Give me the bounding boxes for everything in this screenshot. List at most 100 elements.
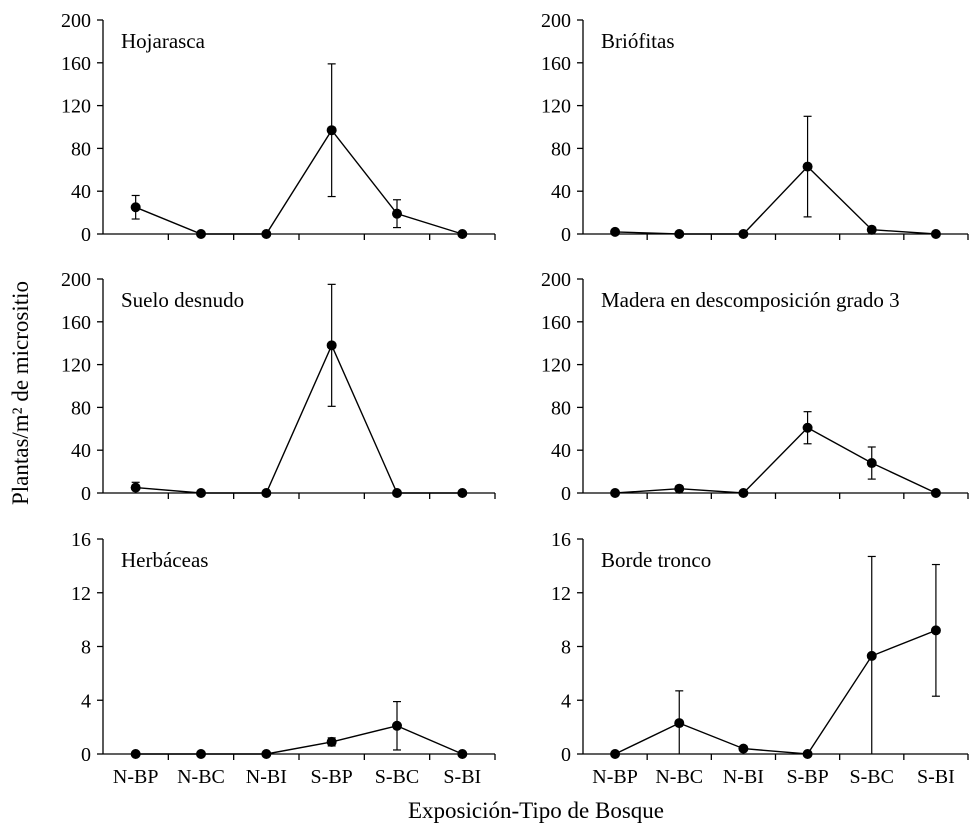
panel-6: 0 4 8 12 16 N-BP N-BC N-BI S-BP S-BC S-BI Borde tro… — [551, 529, 969, 788]
y-tick-label: 160 — [61, 53, 91, 75]
data-point — [326, 340, 337, 351]
data-point — [457, 488, 468, 498]
y-tick-label: 200 — [541, 10, 571, 32]
y-tick-label: 80 — [71, 397, 91, 419]
y-tick-label: 40 — [71, 440, 91, 462]
y-tick-label: 4 — [81, 690, 91, 712]
y-tick-label: 0 — [81, 224, 91, 246]
y-tick-label: 200 — [61, 269, 91, 291]
y-tick-label: 80 — [71, 138, 91, 160]
y-tick-label: 160 — [541, 53, 571, 75]
x-tick-label: S-BC — [375, 766, 419, 788]
panel-2: 0 40 80 120 160 200 Briófitas — [541, 10, 969, 246]
panel-4: 0 40 80 120 160 200 Madera en descomposición g… — [541, 269, 969, 505]
series-line — [135, 128, 463, 235]
x-tick-label: N-BI — [246, 766, 287, 788]
x-tick-label: N-BP — [113, 766, 159, 788]
series-line — [135, 725, 463, 755]
data-point — [802, 422, 813, 433]
y-tick-label: 80 — [551, 397, 571, 419]
data-point — [261, 749, 272, 759]
y-tick-label: 120 — [61, 96, 91, 118]
panel-title: Herbáceas — [121, 548, 208, 572]
data-point — [610, 226, 621, 237]
data-point — [457, 749, 468, 759]
data-point — [196, 488, 206, 498]
series-line — [614, 629, 937, 755]
y-tick-label: 0 — [81, 483, 91, 505]
data-point — [392, 720, 402, 731]
x-tick-label: S-BP — [311, 766, 353, 788]
y-tick-label: 40 — [71, 181, 91, 203]
y-axis-label: Plantas/m² de micrositio — [8, 281, 33, 505]
panel-3: 0 40 80 120 160 200 Suelo desnudo — [61, 269, 496, 505]
data-point — [930, 488, 941, 498]
x-tick-label: N-BC — [177, 766, 225, 788]
data-point — [196, 749, 206, 759]
x-tick-label: S-BI — [917, 766, 955, 788]
data-point — [392, 488, 402, 498]
y-tick-label: 40 — [551, 181, 571, 203]
y-tick-label: 40 — [551, 440, 571, 462]
x-tick-label: S-BP — [786, 766, 828, 788]
y-tick-label: 0 — [561, 744, 571, 766]
data-point — [196, 229, 206, 239]
y-tick-label: 120 — [61, 355, 91, 377]
y-tick-label: 120 — [541, 96, 571, 118]
y-tick-label: 12 — [551, 583, 571, 605]
y-tick-label: 16 — [551, 529, 571, 551]
panel-title: Hojarasca — [121, 29, 206, 53]
data-point — [802, 161, 813, 172]
x-tick-label: N-BP — [592, 766, 638, 788]
data-point — [457, 229, 468, 239]
data-point — [674, 718, 685, 729]
panel-1: 0 40 80 120 160 200 Hojarasca — [61, 10, 496, 246]
y-tick-label: 16 — [71, 529, 91, 551]
x-tick-label: N-BC — [655, 766, 703, 788]
data-point — [738, 743, 749, 754]
data-point — [866, 224, 877, 235]
data-point — [930, 229, 941, 239]
data-point — [261, 488, 272, 498]
data-point — [610, 488, 621, 498]
data-point — [326, 736, 337, 747]
data-point — [610, 749, 621, 759]
y-tick-label: 120 — [541, 355, 571, 377]
panel-title: Briófitas — [601, 29, 675, 53]
y-tick-label: 0 — [81, 744, 91, 766]
data-point — [326, 125, 337, 136]
x-tick-label: N-BI — [723, 766, 764, 788]
panels: 04080120160200Hojarasca04080120160200Bri… — [61, 10, 969, 788]
data-point — [802, 749, 813, 759]
data-point — [866, 458, 877, 469]
data-point — [392, 208, 402, 219]
y-tick-label: 160 — [61, 312, 91, 334]
y-tick-label: 0 — [561, 483, 571, 505]
series-line — [615, 165, 936, 235]
panel-title: Madera en descomposición grado 3 — [601, 288, 900, 312]
data-point — [130, 482, 141, 493]
data-point — [930, 625, 941, 636]
data-point — [130, 202, 141, 213]
data-point — [674, 483, 685, 494]
y-tick-label: 0 — [561, 224, 571, 246]
x-axis-label: Exposición-Tipo de Bosque — [408, 798, 664, 823]
y-tick-label: 8 — [561, 637, 571, 659]
y-tick-label: 8 — [81, 637, 91, 659]
panel-5: 0 4 8 12 16 N-BP N-BC N-BI S-BP S-BC S-BI Herbáceas — [71, 529, 496, 788]
x-tick-label: S-BC — [850, 766, 894, 788]
y-tick-label: 200 — [61, 10, 91, 32]
y-tick-label: 200 — [541, 269, 571, 291]
y-tick-label: 4 — [561, 690, 571, 712]
data-point — [738, 229, 749, 239]
panel-title: Suelo desnudo — [121, 288, 244, 312]
data-point — [130, 749, 141, 759]
data-point — [866, 650, 877, 661]
series-line — [135, 343, 463, 494]
data-point — [674, 229, 685, 239]
x-tick-label: S-BI — [443, 766, 481, 788]
data-point — [738, 488, 749, 498]
y-tick-label: 12 — [71, 583, 91, 605]
series-line — [615, 426, 937, 494]
